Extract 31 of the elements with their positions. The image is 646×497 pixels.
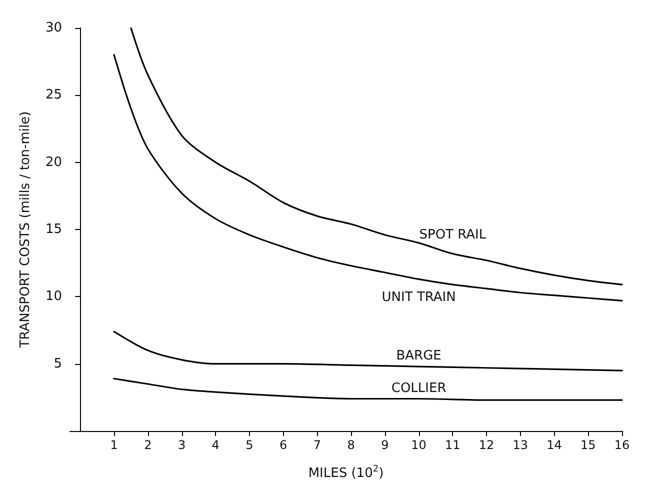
y-tick-label: 5 [54,356,62,372]
x-tick-label: 16 [614,438,630,452]
line-series [113,378,623,401]
series-label: BARGE [396,348,442,364]
x-tick-label: 4 [212,438,220,452]
line-series [113,54,623,302]
x-tick-label: 13 [512,438,528,452]
x-tick-label: 1 [110,438,118,452]
y-tick-label: 15 [45,222,62,237]
y-tick-label: 10 [45,289,62,304]
x-tick-label: 2 [144,438,152,452]
y-tick-label: 20 [45,154,62,170]
x-tick-label: 9 [381,438,389,452]
series-label: SPOT RAIL [419,228,487,243]
x-tick-label: 12 [478,438,494,452]
x-tick-label: 8 [347,438,355,452]
x-tick-label: 14 [546,438,562,452]
x-tick-label: 15 [580,438,596,452]
line-series [130,27,623,286]
series-label: UNIT TRAIN [382,290,456,306]
x-tick-label: 7 [313,438,322,452]
x-tick-label: 3 [178,438,186,452]
y-tick-label: 25 [45,88,62,103]
x-tick-label: 5 [246,438,254,452]
y-axis-title: TRANSPORT COSTS (mills / ton-mile) [18,111,33,349]
series-label: COLLIER [391,380,446,396]
y-tick-label: 30 [45,20,62,36]
x-tick-label: 6 [280,438,288,452]
x-tick-label: 10 [411,438,426,452]
line-series [113,330,623,372]
x-tick-label: 11 [445,438,460,452]
